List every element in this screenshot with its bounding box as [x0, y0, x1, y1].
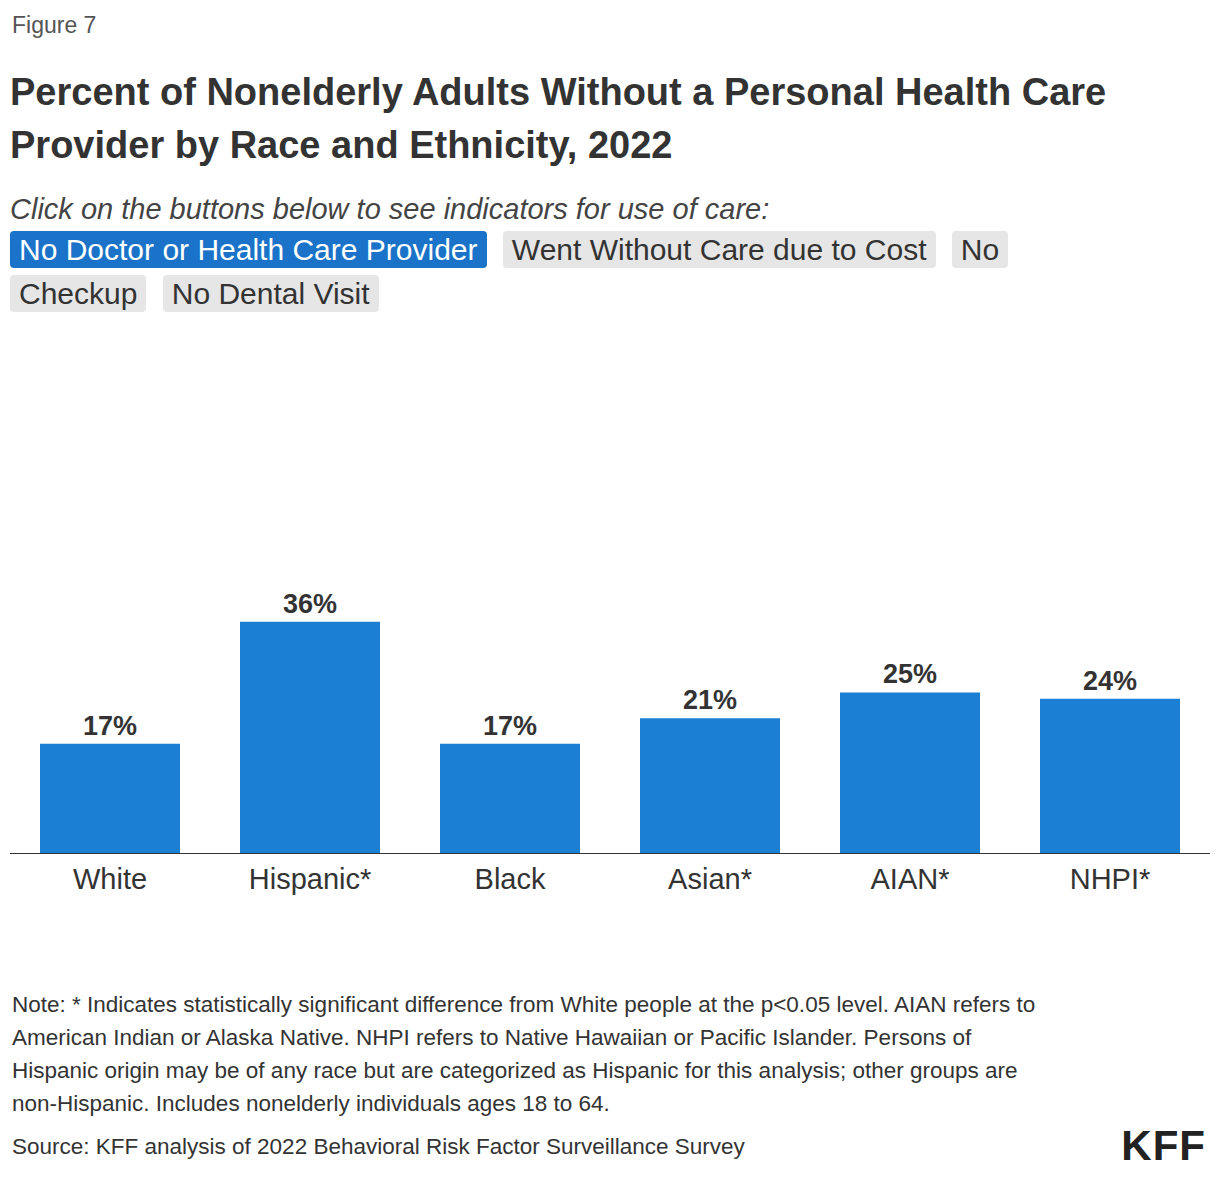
html-text:No Checkup: No Checkup: [19, 233, 1000, 310]
html-text:No Doctor or Health Care Provi: No Doctor or Health Care Provider: [19, 233, 478, 266]
svg-text:17%: 17%: [83, 711, 137, 741]
svg-text:36%: 36%: [283, 589, 337, 619]
html-text:Source: KFF analysis of 2022 B: Source: KFF analysis of 2022 Behavioral …: [12, 1134, 745, 1159]
svg-text:AIAN*: AIAN*: [871, 863, 950, 895]
svg-text:25%: 25%: [883, 659, 937, 689]
html-text:Figure 7: Figure 7: [12, 12, 97, 38]
svg-text:NHPI*: NHPI*: [1070, 863, 1151, 895]
html-text:Went Without Care due to Cost: Went Without Care due to Cost: [511, 233, 927, 266]
svg-text:Hispanic*: Hispanic*: [249, 863, 372, 895]
svg-text:24%: 24%: [1083, 666, 1137, 696]
svg-text:White: White: [73, 863, 147, 895]
html-text:Click on the buttons below to: Click on the buttons below to see indica…: [10, 193, 770, 225]
svg-text:Black: Black: [475, 863, 546, 895]
html-text:Percent of Nonelderly Adults W: Percent of Nonelderly Adults Without a P…: [10, 71, 1107, 166]
svg-text:21%: 21%: [683, 685, 737, 715]
html-text:KFF: KFF: [1121, 1122, 1206, 1169]
html-text:No Dental Visit: No Dental Visit: [171, 277, 370, 310]
svg-text:17%: 17%: [483, 711, 537, 741]
html-text:Note: * Indicates statisticall: Note: * Indicates statistically signific…: [12, 992, 1036, 1116]
svg-text:Asian*: Asian*: [668, 863, 752, 895]
